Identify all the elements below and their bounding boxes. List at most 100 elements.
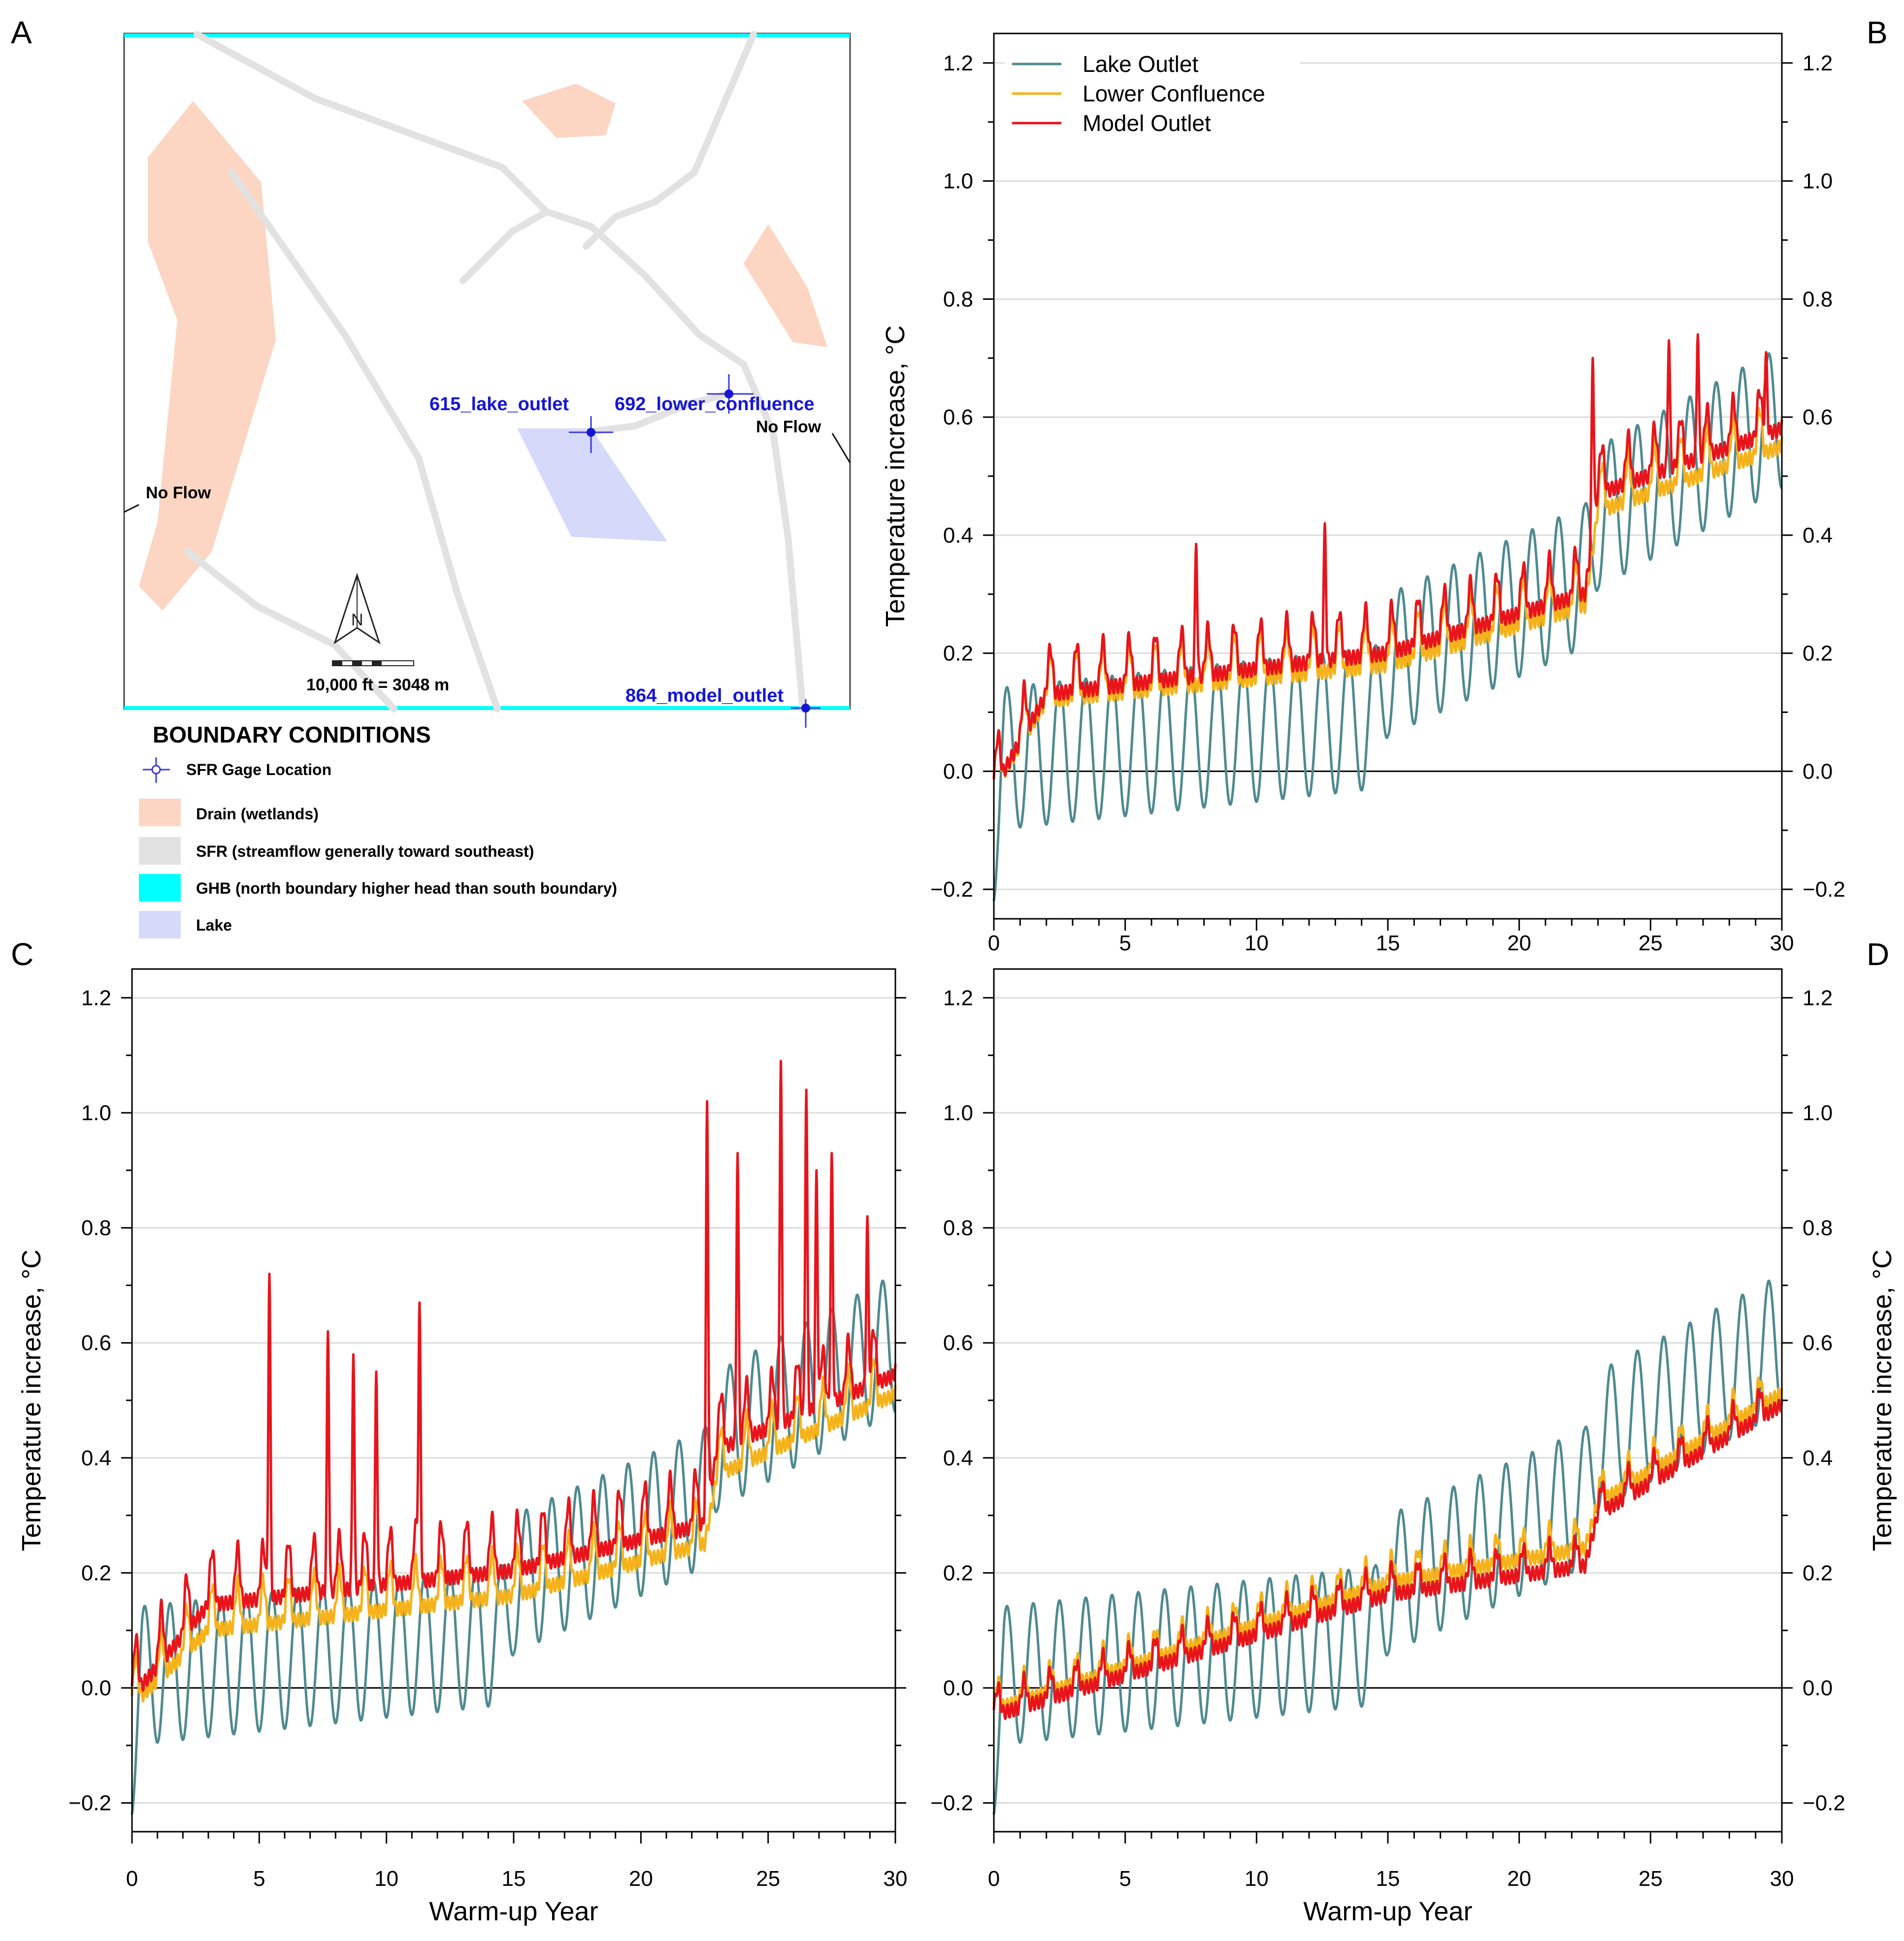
y-tick-label-right: 0.2 <box>1803 642 1833 666</box>
gage-864-label: 864_model_outlet <box>625 685 784 706</box>
legend-lake-swatch <box>139 911 181 938</box>
series-line-lake-outlet <box>992 352 1783 902</box>
panel-letter-c: C <box>11 937 33 972</box>
x-tick-label: 0 <box>988 931 1000 955</box>
y-tick-label: 0.0 <box>943 1676 973 1700</box>
boundary-legend: BOUNDARY CONDITIONS SFR Gage Location Dr… <box>139 722 617 938</box>
scale-bar <box>332 660 414 666</box>
legend-lake-label: Lake <box>196 916 232 934</box>
legend-label-lake-outlet: Lake Outlet <box>1083 51 1198 77</box>
legend-ghb-label: GHB (north boundary higher head than sou… <box>196 879 617 897</box>
y-tick-label-right: 1.2 <box>1803 986 1833 1010</box>
no-flow-west-line <box>124 504 139 513</box>
sfr-streams <box>184 31 806 712</box>
y-tick-label-right: 1.2 <box>1803 51 1833 75</box>
x-tick-label: 10 <box>374 1867 398 1891</box>
gage-692-label: 692_lower_confluence <box>615 394 815 415</box>
panel-letter-a: A <box>11 15 32 50</box>
legend-label-lower-confluence: Lower Confluence <box>1083 81 1265 106</box>
panel-b-gridlines <box>994 62 1782 890</box>
x-tick-label: 20 <box>1507 931 1531 955</box>
panel-d-gridlines <box>994 997 1782 1804</box>
x-tick-label: 15 <box>1376 931 1400 955</box>
legend-label-model-outlet: Model Outlet <box>1083 110 1211 136</box>
x-tick-label: 15 <box>502 1867 526 1891</box>
ghb-south-boundary <box>124 706 850 710</box>
y-tick-label: −0.2 <box>930 877 973 902</box>
drain-east <box>744 224 827 347</box>
north-letter: N <box>351 611 363 629</box>
y-tick-label: 1.2 <box>81 986 111 1010</box>
panel-d-ticks: −0.2 −0.2 0.0 0.0 0.2 0.2 0.4 0.4 0.6 0.6 0.8 0.8 1.… <box>930 986 1845 1891</box>
drain-north <box>522 84 616 138</box>
x-tick-label: 25 <box>756 1867 780 1891</box>
y-tick-label: 1.0 <box>943 1101 973 1125</box>
gage-692-marker[interactable] <box>707 374 754 414</box>
series-line-lake-outlet <box>992 1279 1783 1815</box>
panel-c-series <box>131 1060 897 1815</box>
gage-864-marker[interactable] <box>791 699 821 728</box>
panel-c-xlabel: Warm-up Year <box>429 1897 598 1926</box>
series-line-model-outlet <box>992 1388 1783 1720</box>
x-tick-label: 25 <box>1639 931 1663 955</box>
y-tick-label: 0.0 <box>81 1676 111 1700</box>
y-tick-label-right: 1.0 <box>1803 1101 1833 1125</box>
x-tick-label: 30 <box>1770 1867 1794 1891</box>
y-tick-label: −0.2 <box>930 1791 973 1815</box>
y-tick-label: 0.4 <box>943 1446 973 1470</box>
y-tick-label: 0.2 <box>943 642 973 666</box>
x-tick-label: 0 <box>126 1867 138 1891</box>
y-tick-label-right: 0.6 <box>1803 405 1833 429</box>
north-arrow-icon <box>333 573 381 645</box>
y-tick-label: 1.2 <box>943 986 973 1010</box>
boundary-legend-title: BOUNDARY CONDITIONS <box>153 722 431 747</box>
y-tick-label: 0.8 <box>943 1216 973 1240</box>
y-tick-label: −0.2 <box>68 1791 111 1815</box>
y-tick-label: 0.6 <box>943 405 973 429</box>
panel-b-ticks: −0.2 −0.2 0.0 0.0 0.2 0.2 0.4 0.4 0.6 0.6 0.8 0.8 1.… <box>930 51 1845 955</box>
y-tick-label: 0.2 <box>81 1561 111 1585</box>
map-panel: 615_lake_outlet 692_lower_confluence 864… <box>123 31 851 728</box>
x-tick-label: 5 <box>1119 1867 1131 1891</box>
panel-d-ylabel: Temperature increase, °C <box>1868 1250 1897 1552</box>
gage-615-marker[interactable] <box>569 416 613 453</box>
y-tick-label-right: 0.2 <box>1803 1561 1833 1585</box>
y-tick-label-right: −0.2 <box>1803 877 1845 902</box>
y-tick-label-right: 0.6 <box>1803 1331 1833 1355</box>
legend-drain-swatch <box>139 799 181 826</box>
chart-panel-b: −0.2 −0.2 0.0 0.0 0.2 0.2 0.4 0.4 0.6 0.6 0.8 0.8 1.… <box>881 32 1845 955</box>
y-tick-label-right: 0.0 <box>1803 1676 1833 1700</box>
series-line-lower-confluence <box>992 406 1783 779</box>
y-tick-label: 0.6 <box>81 1331 111 1355</box>
legend-ghb-swatch <box>139 874 181 902</box>
y-tick-label: 0.4 <box>81 1446 111 1470</box>
series-line-lower-confluence <box>992 1376 1783 1715</box>
no-flow-west-label: No Flow <box>146 484 211 502</box>
y-tick-label: 0.0 <box>943 759 973 783</box>
gage-615-label: 615_lake_outlet <box>429 394 569 415</box>
drain-west <box>139 101 276 611</box>
y-tick-label: 0.8 <box>81 1216 111 1240</box>
chart-panel-c: −0.2 0.0 0.2 0.4 0.6 0.8 1.0 1.2 0 5 10 15 20 25 30 Te… <box>17 968 907 1926</box>
chart-panel-d: −0.2 −0.2 0.0 0.0 0.2 0.2 0.4 0.4 0.6 0.6 0.8 0.8 1.… <box>930 968 1897 1926</box>
x-tick-label: 20 <box>1507 1867 1531 1891</box>
panel-d-frame <box>993 968 1783 1833</box>
panel-c-ylabel: Temperature increase, °C <box>17 1250 46 1552</box>
y-tick-label-right: 0.4 <box>1803 1446 1833 1470</box>
panel-letter-d: D <box>1867 937 1889 972</box>
scale-text: 10,000 ft = 3048 m <box>306 676 449 694</box>
series-line-model-outlet <box>992 333 1783 779</box>
ghb-north-boundary <box>124 33 850 37</box>
x-tick-label: 15 <box>1376 1867 1400 1891</box>
x-tick-label: 5 <box>253 1867 265 1891</box>
x-tick-label: 0 <box>988 1867 1000 1891</box>
y-tick-label: 1.0 <box>943 169 973 194</box>
panel-c-ticks: −0.2 0.0 0.2 0.4 0.6 0.8 1.0 1.2 0 5 10 15 20 25 30 <box>68 986 907 1891</box>
y-tick-label: 0.2 <box>943 1561 973 1585</box>
x-tick-label: 5 <box>1119 931 1131 955</box>
y-tick-label: 0.8 <box>943 287 973 311</box>
x-tick-label: 20 <box>629 1867 653 1891</box>
x-tick-label: 30 <box>1770 931 1794 955</box>
legend-sfr-label: SFR (streamflow generally toward southea… <box>196 842 534 860</box>
